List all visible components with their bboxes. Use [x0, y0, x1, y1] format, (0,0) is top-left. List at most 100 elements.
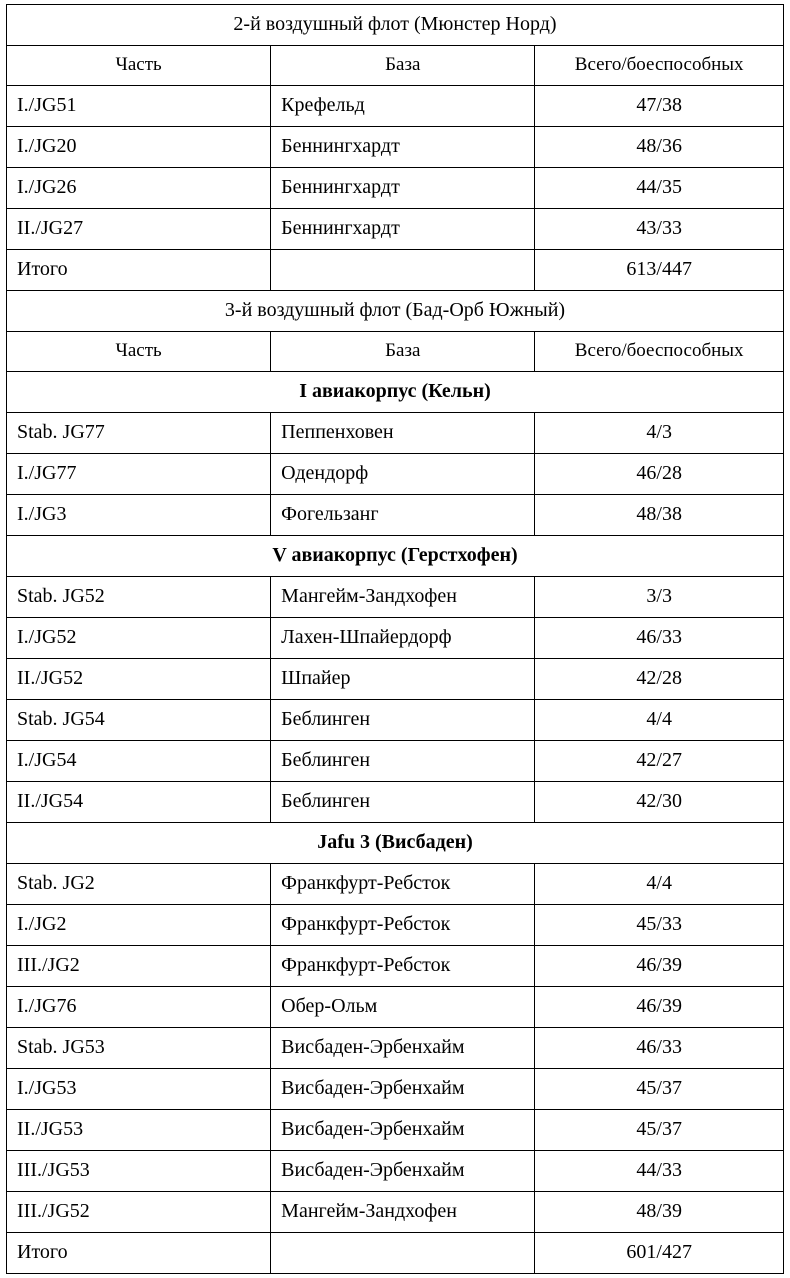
total-label: Итого	[7, 249, 271, 290]
data-row: Stab. JG77Пеппенховен4/3	[7, 412, 784, 453]
cell-unit: I./JG54	[7, 740, 271, 781]
col-header-base: База	[271, 331, 535, 371]
cell-strength: 46/28	[535, 453, 784, 494]
data-row: II./JG54Беблинген42/30	[7, 781, 784, 822]
cell-base: Беблинген	[271, 740, 535, 781]
data-row: I./JG26Беннингхардт44/35	[7, 167, 784, 208]
cell-unit: I./JG26	[7, 167, 271, 208]
cell-base: Одендорф	[271, 453, 535, 494]
col-header-unit: Часть	[7, 46, 271, 86]
data-row: Stab. JG54Беблинген4/4	[7, 699, 784, 740]
cell-unit: Stab. JG53	[7, 1027, 271, 1068]
data-row: I./JG53Висбаден-Эрбенхайм45/37	[7, 1068, 784, 1109]
cell-base: Висбаден-Эрбенхайм	[271, 1068, 535, 1109]
cell-strength: 42/27	[535, 740, 784, 781]
cell-unit: II./JG27	[7, 208, 271, 249]
data-row: Stab. JG52Мангейм-Зандхофен3/3	[7, 576, 784, 617]
col-header-unit: Часть	[7, 331, 271, 371]
data-row: I./JG54Беблинген42/27	[7, 740, 784, 781]
column-header-row: ЧастьБазаВсего/боеспособных	[7, 46, 784, 86]
data-row: II./JG27Беннингхардт43/33	[7, 208, 784, 249]
cell-unit: Stab. JG54	[7, 699, 271, 740]
data-row: I./JG77Одендорф46/28	[7, 453, 784, 494]
col-header-base: База	[271, 46, 535, 86]
data-row: I./JG51Крефельд47/38	[7, 85, 784, 126]
cell-strength: 45/37	[535, 1109, 784, 1150]
cell-base: Висбаден-Эрбенхайм	[271, 1027, 535, 1068]
cell-base: Шпайер	[271, 658, 535, 699]
cell-base: Франкфурт-Ребсток	[271, 904, 535, 945]
data-row: I./JG3Фогельзанг48/38	[7, 494, 784, 535]
cell-strength: 4/4	[535, 863, 784, 904]
data-row: III./JG52Мангейм-Зандхофен48/39	[7, 1191, 784, 1232]
section-header: I авиакорпус (Кельн)	[7, 371, 784, 412]
cell-base: Пеппенховен	[271, 412, 535, 453]
cell-unit: III./JG53	[7, 1150, 271, 1191]
cell-unit: III./JG2	[7, 945, 271, 986]
section-header-row: Jafu 3 (Висбаден)	[7, 822, 784, 863]
cell-strength: 46/33	[535, 617, 784, 658]
cell-base: Беннингхардт	[271, 126, 535, 167]
fleet-title-row: 2-й воздушный флот (Мюнстер Норд)	[7, 5, 784, 46]
cell-unit: I./JG52	[7, 617, 271, 658]
col-header-strength: Всего/боеспособных	[535, 331, 784, 371]
total-row: Итого 601/427	[7, 1232, 784, 1273]
total-row: Итого 613/447	[7, 249, 784, 290]
cell-strength: 42/28	[535, 658, 784, 699]
col-header-strength: Всего/боеспособных	[535, 46, 784, 86]
cell-base: Фогельзанг	[271, 494, 535, 535]
cell-strength: 3/3	[535, 576, 784, 617]
cell-unit: I./JG53	[7, 1068, 271, 1109]
column-header-row: ЧастьБазаВсего/боеспособных	[7, 331, 784, 371]
cell-unit: I./JG2	[7, 904, 271, 945]
cell-base: Крефельд	[271, 85, 535, 126]
data-row: III./JG2Франкфурт-Ребсток46/39	[7, 945, 784, 986]
cell-base: Франкфурт-Ребсток	[271, 945, 535, 986]
cell-base: Висбаден-Эрбенхайм	[271, 1109, 535, 1150]
cell-unit: I./JG3	[7, 494, 271, 535]
cell-strength: 4/3	[535, 412, 784, 453]
cell-strength: 44/35	[535, 167, 784, 208]
data-row: I./JG2Франкфурт-Ребсток45/33	[7, 904, 784, 945]
total-label: Итого	[7, 1232, 271, 1273]
data-row: Stab. JG53Висбаден-Эрбенхайм46/33	[7, 1027, 784, 1068]
data-row: I./JG20Беннингхардт48/36	[7, 126, 784, 167]
total-empty	[271, 1232, 535, 1273]
total-value: 613/447	[535, 249, 784, 290]
cell-unit: I./JG51	[7, 85, 271, 126]
cell-unit: II./JG53	[7, 1109, 271, 1150]
section-header-row: I авиакорпус (Кельн)	[7, 371, 784, 412]
cell-base: Лахен-Шпайердорф	[271, 617, 535, 658]
cell-unit: I./JG20	[7, 126, 271, 167]
cell-unit: Stab. JG52	[7, 576, 271, 617]
cell-strength: 42/30	[535, 781, 784, 822]
fleet-title-row: 3-й воздушный флот (Бад-Орб Южный)	[7, 290, 784, 331]
total-value: 601/427	[535, 1232, 784, 1273]
cell-strength: 43/33	[535, 208, 784, 249]
data-row: I./JG52Лахен-Шпайердорф46/33	[7, 617, 784, 658]
cell-strength: 48/38	[535, 494, 784, 535]
cell-base: Франкфурт-Ребсток	[271, 863, 535, 904]
cell-base: Беблинген	[271, 699, 535, 740]
data-row: I./JG76Обер-Ольм46/39	[7, 986, 784, 1027]
data-row: II./JG52Шпайер42/28	[7, 658, 784, 699]
cell-base: Висбаден-Эрбенхайм	[271, 1150, 535, 1191]
section-header: Jafu 3 (Висбаден)	[7, 822, 784, 863]
cell-strength: 48/39	[535, 1191, 784, 1232]
fleet-title: 3-й воздушный флот (Бад-Орб Южный)	[7, 290, 784, 331]
cell-unit: I./JG77	[7, 453, 271, 494]
cell-unit: Stab. JG77	[7, 412, 271, 453]
cell-unit: II./JG54	[7, 781, 271, 822]
cell-unit: Stab. JG2	[7, 863, 271, 904]
cell-unit: II./JG52	[7, 658, 271, 699]
section-header: V авиакорпус (Герстхофен)	[7, 535, 784, 576]
cell-base: Обер-Ольм	[271, 986, 535, 1027]
cell-base: Беннингхардт	[271, 167, 535, 208]
cell-base: Беблинген	[271, 781, 535, 822]
cell-strength: 46/39	[535, 945, 784, 986]
total-empty	[271, 249, 535, 290]
cell-strength: 45/33	[535, 904, 784, 945]
cell-strength: 46/39	[535, 986, 784, 1027]
cell-unit: I./JG76	[7, 986, 271, 1027]
cell-base: Беннингхардт	[271, 208, 535, 249]
